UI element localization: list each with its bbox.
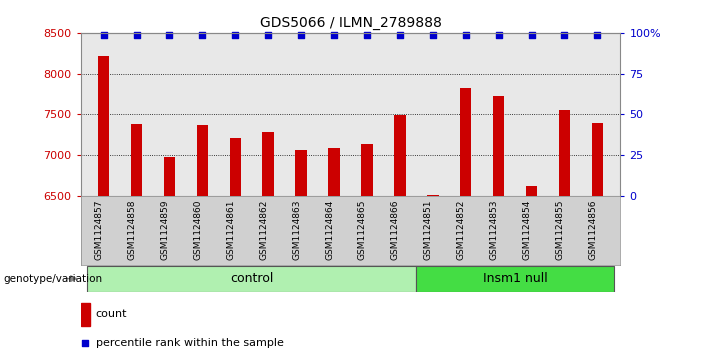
Point [164, 32, 175, 38]
Point [230, 32, 241, 38]
Text: GSM1124864: GSM1124864 [325, 200, 334, 260]
Point [197, 32, 208, 38]
Text: control: control [230, 272, 273, 285]
FancyBboxPatch shape [87, 266, 416, 292]
Point [263, 32, 274, 38]
Text: count: count [96, 309, 127, 319]
Bar [98, 56, 109, 363]
Bar [131, 124, 142, 363]
Bar [164, 157, 175, 363]
Text: GSM1124862: GSM1124862 [259, 200, 268, 260]
Point [493, 32, 504, 38]
Text: GSM1124856: GSM1124856 [588, 200, 597, 260]
Text: GSM1124852: GSM1124852 [456, 200, 465, 260]
Text: genotype/variation: genotype/variation [4, 274, 102, 284]
Text: GSM1124859: GSM1124859 [161, 200, 170, 260]
Text: GSM1124865: GSM1124865 [358, 200, 367, 260]
Bar [328, 148, 340, 363]
Text: GSM1124863: GSM1124863 [292, 200, 301, 260]
Bar [394, 115, 406, 363]
Bar [427, 195, 439, 363]
Bar [361, 144, 373, 363]
Bar [229, 138, 241, 363]
Point [559, 32, 570, 38]
Text: GSM1124858: GSM1124858 [128, 200, 137, 260]
Point [592, 32, 603, 38]
Point [394, 32, 405, 38]
Point [427, 32, 438, 38]
Point [80, 340, 91, 346]
Bar [262, 132, 274, 363]
Bar [295, 150, 307, 363]
Text: Insm1 null: Insm1 null [483, 272, 547, 285]
Bar [460, 88, 472, 363]
Text: GSM1124860: GSM1124860 [193, 200, 203, 260]
Text: GSM1124855: GSM1124855 [555, 200, 564, 260]
Point [98, 32, 109, 38]
Text: percentile rank within the sample: percentile rank within the sample [96, 338, 284, 348]
Text: GSM1124857: GSM1124857 [95, 200, 104, 260]
Point [460, 32, 471, 38]
Bar [81, 303, 90, 326]
Bar [493, 97, 504, 363]
FancyBboxPatch shape [416, 266, 614, 292]
Bar [526, 186, 537, 363]
Point [329, 32, 340, 38]
Bar [197, 125, 208, 363]
Text: GSM1124866: GSM1124866 [391, 200, 400, 260]
Text: GSM1124854: GSM1124854 [522, 200, 531, 260]
Bar [559, 110, 570, 363]
Text: GSM1124861: GSM1124861 [226, 200, 236, 260]
Text: GSM1124853: GSM1124853 [489, 200, 498, 260]
Point [361, 32, 372, 38]
Point [131, 32, 142, 38]
Point [526, 32, 537, 38]
Text: GSM1124851: GSM1124851 [424, 200, 433, 260]
Title: GDS5066 / ILMN_2789888: GDS5066 / ILMN_2789888 [259, 16, 442, 30]
Bar [592, 123, 603, 363]
Point [296, 32, 307, 38]
